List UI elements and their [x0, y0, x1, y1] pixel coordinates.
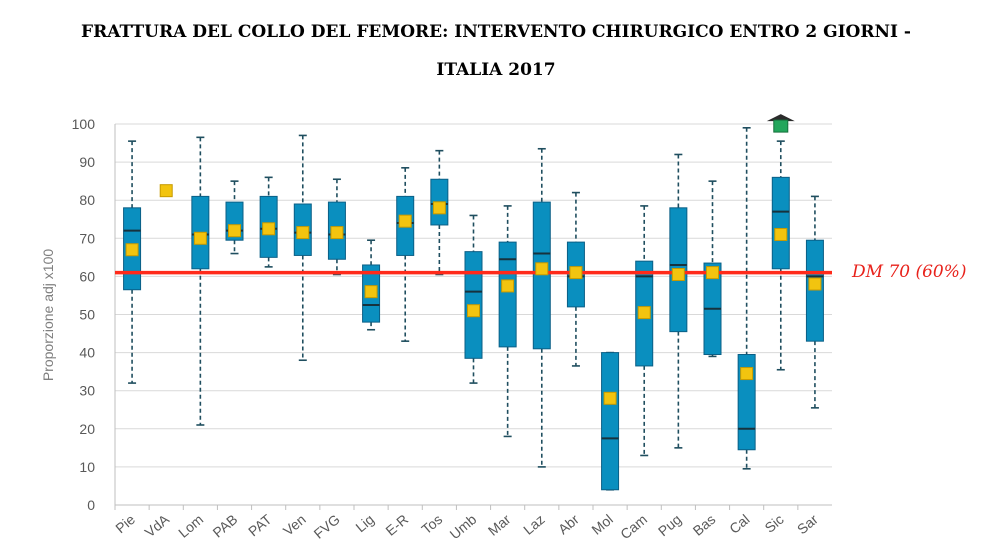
mean-marker-Pie	[125, 243, 139, 257]
mean-marker-Sic	[774, 227, 788, 241]
x-tick-label-Lig: Lig	[352, 511, 377, 535]
x-tick-label-Sic: Sic	[762, 511, 787, 536]
x-tick-label-PAB: PAB	[209, 511, 240, 541]
x-tick-label-FVG: FVG	[311, 511, 343, 542]
box-Laz	[532, 201, 551, 350]
x-tick-label-Laz: Laz	[520, 511, 548, 538]
x-tick-label-Pug: Pug	[655, 511, 684, 539]
x-tick-label-Pie: Pie	[112, 511, 138, 536]
x-tick-label-Lom: Lom	[175, 511, 206, 541]
x-tick-label-PAT: PAT	[245, 511, 275, 540]
y-tick-label-70: 70	[79, 230, 95, 246]
above-range-markers	[766, 114, 795, 133]
mean-marker-Sar	[808, 277, 822, 291]
mean-marker-Cal	[740, 367, 754, 381]
mean-marker-Laz	[535, 262, 549, 276]
chart-title-line2: ITALIA 2017	[436, 60, 556, 80]
mean-marker-Bas	[706, 266, 719, 280]
box-Mol	[601, 352, 620, 491]
x-tick-label-Ven: Ven	[280, 511, 309, 539]
mean-marker-Ven	[296, 226, 310, 240]
y-tick-label-60: 60	[79, 268, 95, 284]
mean-marker-Cam	[637, 306, 651, 320]
mean-marker-Tos	[432, 201, 446, 215]
y-tick-label-80: 80	[79, 192, 95, 208]
mean-marker-Abr	[569, 266, 583, 280]
mean-marker-Lig	[364, 285, 378, 299]
chart-title-line1: FRATTURA DEL COLLO DEL FEMORE: INTERVENT…	[81, 22, 911, 42]
y-tick-label-30: 30	[79, 383, 95, 399]
y-tick-label-20: 20	[79, 421, 95, 437]
y-tick-label-100: 100	[72, 116, 96, 132]
y-tick-label-0: 0	[87, 497, 95, 513]
mean-marker-VdA	[159, 184, 173, 198]
x-tick-label-Tos: Tos	[418, 511, 445, 537]
y-axis-label: Proporzione adj x100	[40, 249, 56, 382]
box-Sar	[805, 239, 824, 342]
y-tick-label-10: 10	[79, 459, 95, 475]
mean-markers	[125, 184, 822, 405]
box-Mar	[498, 241, 517, 348]
y-tick-label-40: 40	[79, 345, 95, 361]
x-tick-label-Bas: Bas	[690, 511, 719, 539]
box-Sic	[771, 176, 790, 270]
mean-marker-Lom	[193, 231, 207, 245]
mean-marker-E-R	[398, 214, 412, 228]
x-tick-label-E-R: E-R	[382, 511, 411, 539]
above-range-marker-Sic	[773, 119, 789, 133]
x-tick-label-VdA: VdA	[142, 511, 173, 541]
mean-marker-Mol	[603, 391, 617, 405]
mean-marker-Mar	[501, 279, 515, 293]
mean-marker-PAT	[262, 222, 276, 236]
x-tick-label-Cam: Cam	[617, 511, 650, 542]
x-tick-label-Abr: Abr	[555, 511, 582, 537]
mean-marker-Umb	[467, 304, 480, 318]
reference-line-label: DM 70 (60%)	[851, 262, 967, 282]
x-tick-label-Mol: Mol	[588, 511, 616, 538]
mean-marker-Pug	[671, 267, 685, 281]
mean-marker-PAB	[228, 224, 241, 238]
above-range-arrow-Sic	[766, 114, 795, 122]
y-tick-label-50: 50	[79, 307, 95, 323]
mean-marker-FVG	[330, 226, 344, 240]
x-tick-label-Mar: Mar	[485, 511, 514, 539]
x-tick-label-Cal: Cal	[726, 511, 752, 537]
x-tick-label-Umb: Umb	[446, 511, 479, 542]
x-tick-label-Sar: Sar	[794, 511, 821, 537]
y-tick-label-90: 90	[79, 154, 95, 170]
